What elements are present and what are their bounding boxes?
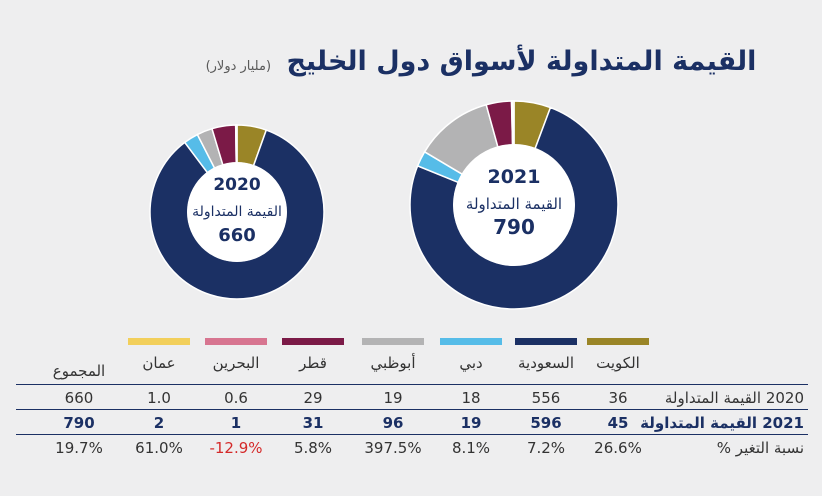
legend-label: دبي bbox=[459, 354, 483, 372]
legend-label: أبوظبي bbox=[370, 354, 416, 372]
donut-2020: 2020 القيمة المتداولة 660 bbox=[149, 124, 325, 300]
legend-label: قطر bbox=[299, 354, 327, 372]
chart-title-wrap: القيمة المتداولة لأسواق دول الخليج (مليا… bbox=[0, 46, 822, 77]
table-cell: 556 bbox=[531, 389, 561, 407]
donut-hole-2021 bbox=[453, 144, 575, 266]
legend-item-oman: عمان bbox=[124, 338, 194, 372]
legend-swatch bbox=[440, 338, 502, 345]
table-cell: 61.0% bbox=[135, 439, 183, 457]
table-cell: 31 bbox=[302, 414, 324, 432]
table-cell: 596 bbox=[530, 414, 562, 432]
donut-total-2020: 660 bbox=[218, 225, 256, 246]
legend-item-bahrain: البحرين bbox=[201, 338, 271, 372]
table-cell: 18 bbox=[461, 389, 481, 407]
legend-item-saudi: السعودية bbox=[511, 338, 581, 372]
table-cell: 1 bbox=[230, 414, 242, 432]
chart-subtitle: (مليار دولار) bbox=[205, 59, 272, 74]
table-cell: 660 bbox=[64, 389, 94, 407]
table-cell: 45 bbox=[607, 414, 629, 432]
table-cell: 397.5% bbox=[364, 439, 422, 457]
table-cell: 26.6% bbox=[594, 439, 642, 457]
chart-title-text: القيمة المتداولة لأسواق دول الخليج bbox=[286, 46, 757, 77]
donut-center-label-2021: القيمة المتداولة bbox=[466, 195, 562, 213]
table-cell: 2 bbox=[153, 414, 165, 432]
table-cell: 8.1% bbox=[451, 439, 491, 457]
legend-item-qatar: قطر bbox=[278, 338, 348, 372]
legend-swatch bbox=[205, 338, 267, 345]
legend-label: الكويت bbox=[596, 354, 640, 372]
legend-swatch bbox=[128, 338, 190, 345]
table-cell: 0.6 bbox=[224, 389, 248, 407]
legend-swatch bbox=[515, 338, 577, 345]
row-label: 2020 القيمة المتداولة bbox=[664, 389, 804, 407]
legend-swatch bbox=[587, 338, 649, 345]
legend-label: البحرين bbox=[212, 354, 260, 372]
legend-item-kuwait: الكويت bbox=[583, 338, 653, 372]
table-cell: 36 bbox=[608, 389, 628, 407]
table-cell: 790 bbox=[63, 414, 95, 432]
donut-year-2020: 2020 bbox=[213, 175, 260, 195]
slice-2021-oman bbox=[511, 100, 515, 146]
table-cell: -12.9% bbox=[209, 439, 263, 457]
table-cell: 29 bbox=[303, 389, 323, 407]
donut-hole-2020 bbox=[187, 162, 287, 262]
legend-swatch bbox=[282, 338, 344, 345]
donut-year-2021: 2021 bbox=[488, 166, 541, 188]
legend-label: السعودية bbox=[517, 354, 574, 372]
donut-2021: 2021 القيمة المتداولة 790 bbox=[409, 100, 619, 310]
legend-label: عمان bbox=[142, 354, 176, 372]
donut-charts: 2020 القيمة المتداولة 660 2021 القيمة المتدا… bbox=[149, 100, 619, 310]
row-label: نسبة التغير % bbox=[716, 439, 804, 457]
table-row: نسبة التغير % 26.6% 7.2% 8.1% 397.5% 5.8% -12.… bbox=[16, 435, 808, 459]
table-cell: 19.7% bbox=[55, 439, 103, 457]
donut-total-2021: 790 bbox=[493, 215, 535, 239]
chart-title: القيمة المتداولة لأسواق دول الخليج (مليا… bbox=[206, 46, 757, 77]
total-column-header: المجموع bbox=[52, 362, 106, 380]
data-table: المجموع 2020 القيمة المتداولة 36 556 18 19 29… bbox=[16, 362, 808, 459]
legend-item-dubai: دبي bbox=[436, 338, 506, 372]
legend-swatch bbox=[362, 338, 424, 345]
legend: الكويت السعودية دبي أبوظبي قطر البحرين عمان bbox=[0, 338, 822, 382]
slice-2020-oman bbox=[235, 124, 238, 164]
row-label: 2021 القيمة المتداولة bbox=[640, 414, 804, 432]
table-cell: 7.2% bbox=[526, 439, 566, 457]
table-row: 2020 القيمة المتداولة 36 556 18 19 29 0.6 1.0 66… bbox=[16, 384, 808, 410]
table-cell: 19 bbox=[383, 389, 403, 407]
legend-item-abudhabi: أبوظبي bbox=[358, 338, 428, 372]
table-cell: 96 bbox=[382, 414, 404, 432]
table-row: 2021 القيمة المتداولة 45 596 19 96 31 1 2 790 bbox=[16, 410, 808, 435]
donut-center-label-2020: القيمة المتداولة bbox=[192, 204, 282, 220]
table-cell: 5.8% bbox=[293, 439, 333, 457]
table-cell: 19 bbox=[460, 414, 482, 432]
table-cell: 1.0 bbox=[147, 389, 171, 407]
